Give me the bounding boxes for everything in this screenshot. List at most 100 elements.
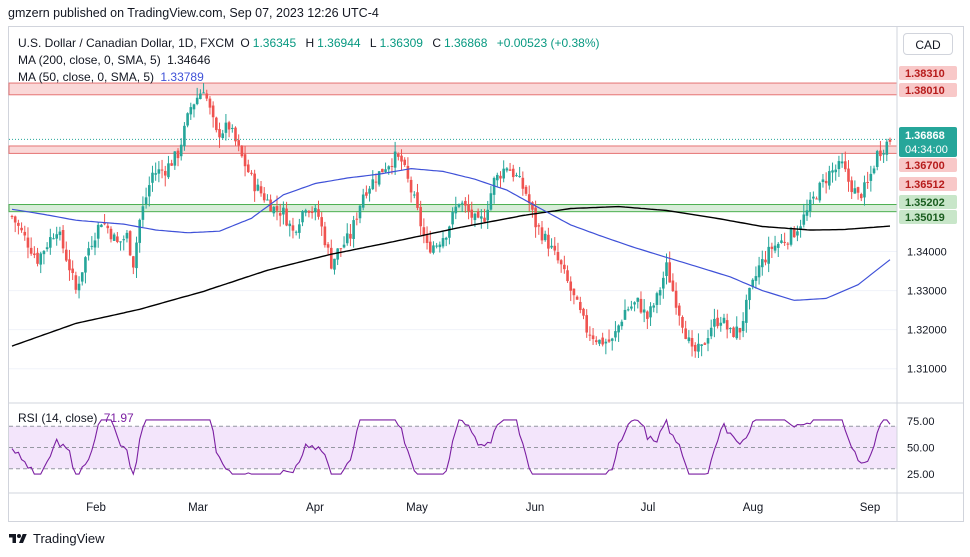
candle <box>540 227 544 241</box>
candle <box>553 245 557 251</box>
ma50-legend: MA (50, close, 0, SMA, 5) 1.33789 <box>18 70 207 84</box>
candle <box>208 98 212 108</box>
candle <box>636 297 640 302</box>
candle <box>167 163 170 178</box>
candle <box>885 141 889 155</box>
candle <box>74 275 78 290</box>
candle <box>534 207 537 228</box>
candle <box>160 169 164 171</box>
candle <box>195 97 199 105</box>
close-label: C <box>432 36 441 50</box>
support-upper-label: 1.35202 <box>905 197 945 209</box>
chart-frame <box>8 26 964 522</box>
candle <box>738 327 742 333</box>
candle <box>253 173 256 192</box>
candle <box>36 252 39 264</box>
candle <box>349 233 352 239</box>
candle <box>543 233 547 241</box>
candle <box>119 241 122 243</box>
candle <box>837 161 841 170</box>
current-price-badge <box>899 127 957 157</box>
candle <box>282 207 285 215</box>
change-value: +0.00523 (+0.38%) <box>496 36 600 50</box>
candle <box>365 192 368 196</box>
candle <box>745 299 748 323</box>
rsi-tick-label: 50.00 <box>907 443 935 455</box>
candle <box>489 193 493 210</box>
resistance-zone <box>8 145 898 154</box>
candle <box>598 339 601 344</box>
candle <box>345 233 349 244</box>
candle <box>588 334 592 336</box>
candle <box>700 344 703 346</box>
candle <box>387 166 391 170</box>
candle <box>42 250 46 255</box>
candle <box>620 321 624 327</box>
high-label: H <box>305 36 315 50</box>
ma200-label: MA (200, close, 0, SMA, 5) <box>18 53 161 67</box>
candle <box>438 244 442 248</box>
candle <box>869 173 873 181</box>
candle <box>106 225 110 229</box>
candle <box>157 169 161 174</box>
candle <box>812 196 815 199</box>
symbol-name: U.S. Dollar / Canadian Dollar, 1D, FXCM <box>18 36 235 50</box>
candle <box>662 277 665 289</box>
candle <box>17 222 20 226</box>
time-tick-label: May <box>406 502 428 514</box>
candle <box>601 337 604 345</box>
ma50-value: 1.33789 <box>160 70 204 84</box>
candle <box>45 247 49 250</box>
candle <box>96 224 100 239</box>
candle <box>403 159 407 165</box>
candle <box>550 245 553 248</box>
candle <box>473 213 477 221</box>
candle <box>163 170 167 176</box>
candle <box>875 151 879 167</box>
candle <box>569 281 573 291</box>
candle <box>856 187 860 193</box>
candle <box>591 335 595 340</box>
support-lower-label: 1.35019 <box>905 212 945 224</box>
resistance-lower-label-bg <box>899 83 957 97</box>
candle <box>483 217 486 222</box>
candle <box>371 179 375 190</box>
candle <box>444 237 448 240</box>
candle <box>799 226 802 230</box>
resistance2-upper-label-bg <box>899 158 957 172</box>
candle <box>677 305 681 316</box>
candle <box>310 211 314 214</box>
time-tick-label: Aug <box>743 502 763 514</box>
candle <box>342 244 346 248</box>
candle <box>713 318 716 327</box>
grid <box>9 250 897 370</box>
candle <box>732 327 735 337</box>
candle <box>706 338 710 344</box>
candle <box>278 213 282 216</box>
candle <box>863 182 866 198</box>
candle <box>202 92 205 94</box>
moving-averages <box>9 138 897 347</box>
candle <box>524 186 528 194</box>
candle <box>617 325 620 333</box>
candle <box>230 127 234 129</box>
candle <box>352 220 355 239</box>
candle <box>29 247 33 254</box>
candle <box>709 327 713 337</box>
candle <box>215 117 218 131</box>
resistance-upper-label: 1.38310 <box>905 68 945 80</box>
candle <box>773 245 777 251</box>
candle <box>205 93 209 99</box>
candle <box>173 151 177 166</box>
close-value: 1.36868 <box>444 36 488 50</box>
currency-button[interactable]: CAD <box>903 33 953 55</box>
candle <box>719 322 723 326</box>
candle <box>49 237 52 248</box>
candle <box>770 246 774 249</box>
candle <box>888 139 892 142</box>
candle <box>294 231 298 233</box>
candle <box>80 272 84 282</box>
candle <box>649 306 652 318</box>
candle <box>639 298 643 313</box>
